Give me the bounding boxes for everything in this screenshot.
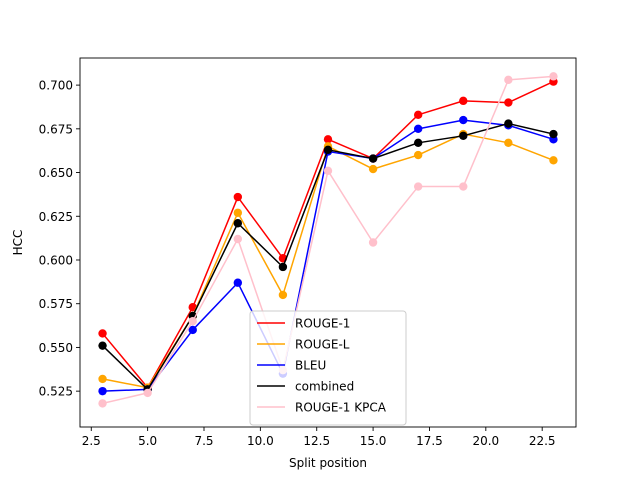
- series-3: [98, 119, 558, 394]
- data-point: [368, 238, 378, 247]
- series-4: [98, 72, 558, 408]
- data-point: [413, 138, 423, 148]
- plot-area: [98, 72, 558, 408]
- data-point: [98, 374, 107, 384]
- data-point: [188, 317, 197, 326]
- data-point: [233, 219, 243, 228]
- data-point: [98, 329, 107, 338]
- data-point: [233, 234, 243, 244]
- axes-frame: [79, 57, 577, 428]
- data-point: [504, 119, 513, 128]
- x-tick-label: 12.5: [303, 434, 330, 448]
- data-point: [233, 192, 243, 202]
- legend-box: [249, 310, 407, 426]
- data-point: [504, 98, 513, 107]
- data-point: [413, 110, 423, 120]
- data-point: [549, 72, 558, 81]
- legend-entry: ROUGE-1 KPCA: [257, 401, 387, 415]
- data-point: [323, 135, 333, 144]
- data-point: [459, 96, 468, 106]
- x-tick-label: 17.5: [416, 434, 443, 448]
- legend-label: ROUGE-1 KPCA: [295, 401, 387, 415]
- data-point: [459, 115, 468, 125]
- legend-entry: ROUGE-L: [257, 338, 350, 352]
- y-tick-label: 0.575: [39, 297, 73, 311]
- x-tick-label: 15.0: [360, 434, 387, 448]
- y-tick-label: 0.600: [39, 253, 73, 267]
- data-point: [143, 388, 152, 398]
- y-tick-label: 0.625: [39, 210, 73, 224]
- data-point: [459, 131, 468, 141]
- y-tick-label: 0.675: [39, 122, 73, 136]
- data-point: [278, 262, 288, 272]
- legend: ROUGE-1 ROUGE-L BLEU combined ROUGE-1 KPCA: [249, 310, 407, 426]
- data-point: [323, 145, 333, 155]
- x-axis-label: Split position: [289, 456, 367, 470]
- y-axis-label: HCC: [11, 230, 25, 256]
- data-point: [504, 75, 513, 85]
- data-point: [413, 124, 423, 134]
- data-point: [549, 129, 558, 139]
- y-tick-label: 0.550: [39, 341, 73, 355]
- x-tick-label: 20.0: [472, 434, 499, 448]
- x-tick-label: 10.0: [247, 434, 274, 448]
- y-tick-label: 0.525: [39, 385, 73, 399]
- data-point: [459, 182, 468, 191]
- data-point: [98, 341, 107, 350]
- x-tick-label: 22.5: [529, 434, 556, 448]
- data-point: [233, 278, 243, 287]
- data-point: [188, 325, 197, 335]
- x-tick-label: 7.5: [194, 434, 213, 448]
- data-point: [413, 150, 423, 160]
- legend-label: BLEU: [295, 359, 326, 373]
- data-point: [98, 386, 107, 396]
- legend-entry: combined: [257, 380, 354, 394]
- legend-label: combined: [295, 380, 354, 394]
- data-point: [323, 166, 333, 175]
- x-tick-label: 2.5: [82, 434, 101, 448]
- legend-label: ROUGE-L: [295, 338, 350, 352]
- x-tick-label: 5.0: [138, 434, 157, 448]
- legend-entry: BLEU: [257, 359, 326, 373]
- y-tick-label: 0.700: [39, 79, 73, 93]
- data-point: [98, 399, 107, 408]
- data-point: [368, 154, 378, 163]
- y-tick-label: 0.650: [39, 166, 73, 180]
- axes: 2.5 5.0 7.5 10.0 12.5 15.0 17.5 20.0 22.5 0.525 0.…: [11, 57, 577, 470]
- data-point: [368, 164, 378, 174]
- legend-label: ROUGE-1: [295, 317, 350, 331]
- data-point: [413, 182, 423, 191]
- data-point: [504, 138, 513, 148]
- data-point: [233, 208, 243, 217]
- data-point: [278, 290, 288, 300]
- series-0: [98, 77, 558, 392]
- legend-entry: ROUGE-1: [257, 317, 350, 331]
- data-point: [549, 156, 558, 165]
